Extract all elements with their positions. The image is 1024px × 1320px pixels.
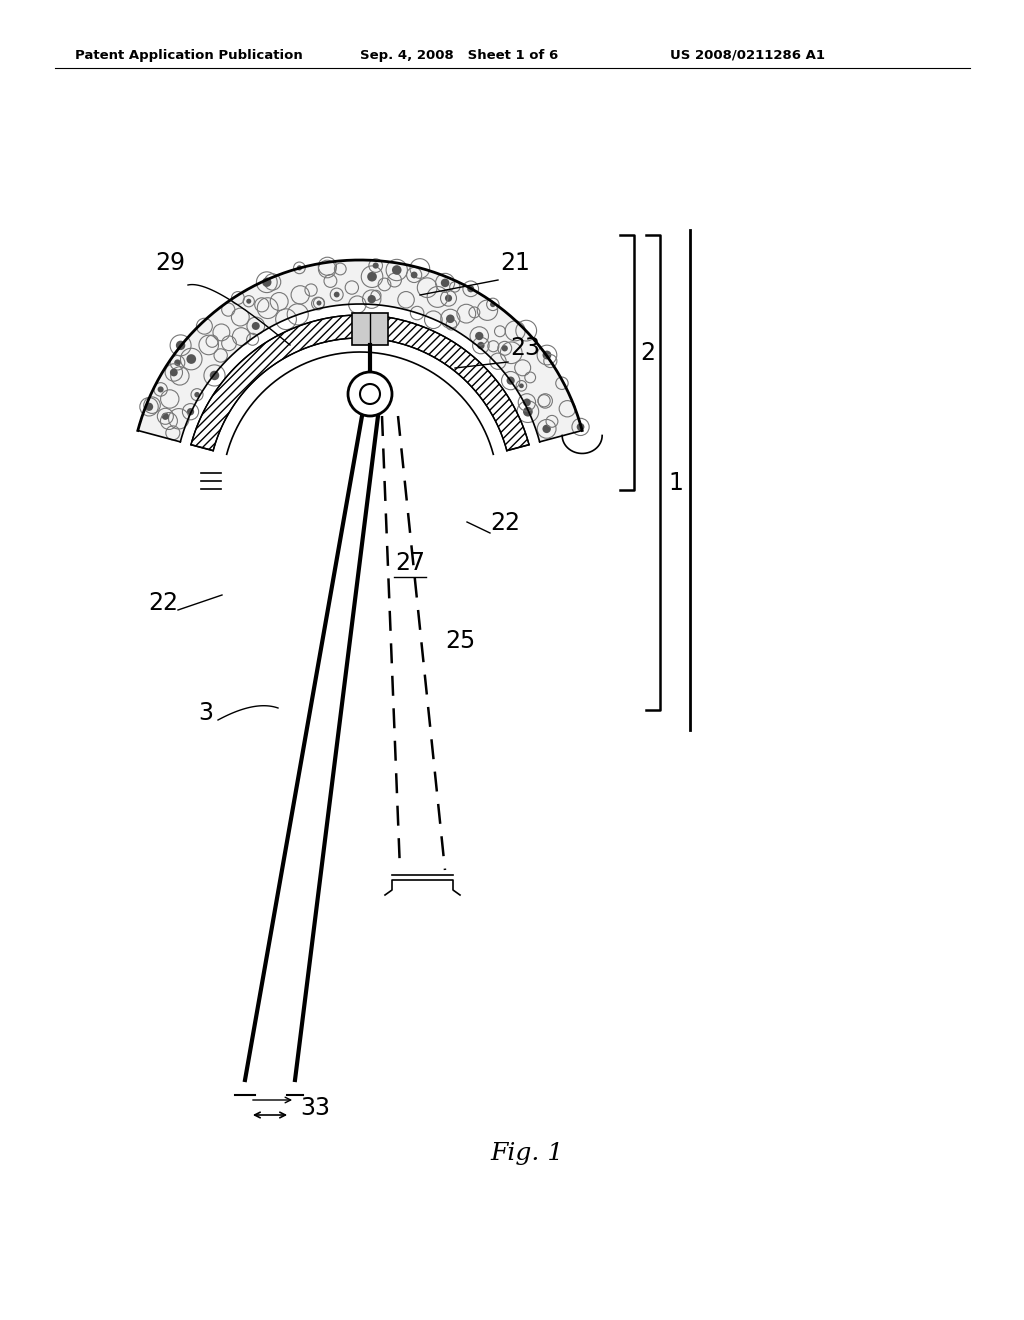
Circle shape: [523, 399, 530, 407]
Circle shape: [577, 422, 585, 430]
Circle shape: [467, 285, 474, 292]
Circle shape: [543, 351, 551, 359]
Circle shape: [477, 342, 484, 350]
Circle shape: [144, 403, 154, 411]
Circle shape: [519, 383, 524, 388]
Circle shape: [411, 272, 418, 279]
Circle shape: [490, 301, 496, 308]
Text: 2: 2: [640, 341, 655, 366]
Circle shape: [543, 425, 551, 433]
Circle shape: [368, 272, 377, 281]
Circle shape: [186, 408, 195, 416]
Circle shape: [210, 371, 219, 380]
Circle shape: [502, 345, 508, 351]
Circle shape: [316, 301, 322, 305]
Circle shape: [252, 322, 260, 330]
Text: 29: 29: [155, 251, 185, 275]
Circle shape: [176, 341, 185, 350]
Text: 23: 23: [510, 337, 540, 360]
Circle shape: [262, 277, 271, 286]
Circle shape: [162, 413, 169, 420]
Text: 22: 22: [490, 511, 520, 535]
Circle shape: [440, 279, 450, 288]
Text: US 2008/0211286 A1: US 2008/0211286 A1: [670, 49, 825, 62]
Circle shape: [507, 376, 515, 384]
Circle shape: [348, 372, 392, 416]
Circle shape: [170, 368, 178, 376]
Text: 22: 22: [148, 591, 178, 615]
Circle shape: [297, 265, 302, 271]
Text: Sep. 4, 2008   Sheet 1 of 6: Sep. 4, 2008 Sheet 1 of 6: [360, 49, 558, 62]
Text: Fig. 1: Fig. 1: [490, 1142, 563, 1166]
Text: 21: 21: [500, 251, 529, 275]
Circle shape: [373, 263, 379, 269]
Circle shape: [334, 292, 340, 297]
Circle shape: [158, 387, 164, 392]
Circle shape: [186, 354, 197, 364]
Circle shape: [445, 294, 453, 302]
Text: 33: 33: [300, 1096, 330, 1119]
Circle shape: [360, 384, 380, 404]
Circle shape: [446, 314, 455, 323]
Circle shape: [392, 265, 401, 275]
Text: 25: 25: [445, 630, 475, 653]
Circle shape: [368, 294, 376, 304]
Polygon shape: [190, 315, 529, 450]
Circle shape: [174, 359, 181, 366]
Text: 3: 3: [198, 701, 213, 725]
Bar: [352, 313, 388, 345]
Circle shape: [475, 331, 483, 341]
Polygon shape: [138, 260, 583, 442]
Text: Patent Application Publication: Patent Application Publication: [75, 49, 303, 62]
Circle shape: [195, 392, 200, 397]
Circle shape: [523, 407, 532, 417]
Circle shape: [246, 298, 251, 304]
Text: 27: 27: [395, 550, 425, 576]
Text: 1: 1: [668, 471, 683, 495]
